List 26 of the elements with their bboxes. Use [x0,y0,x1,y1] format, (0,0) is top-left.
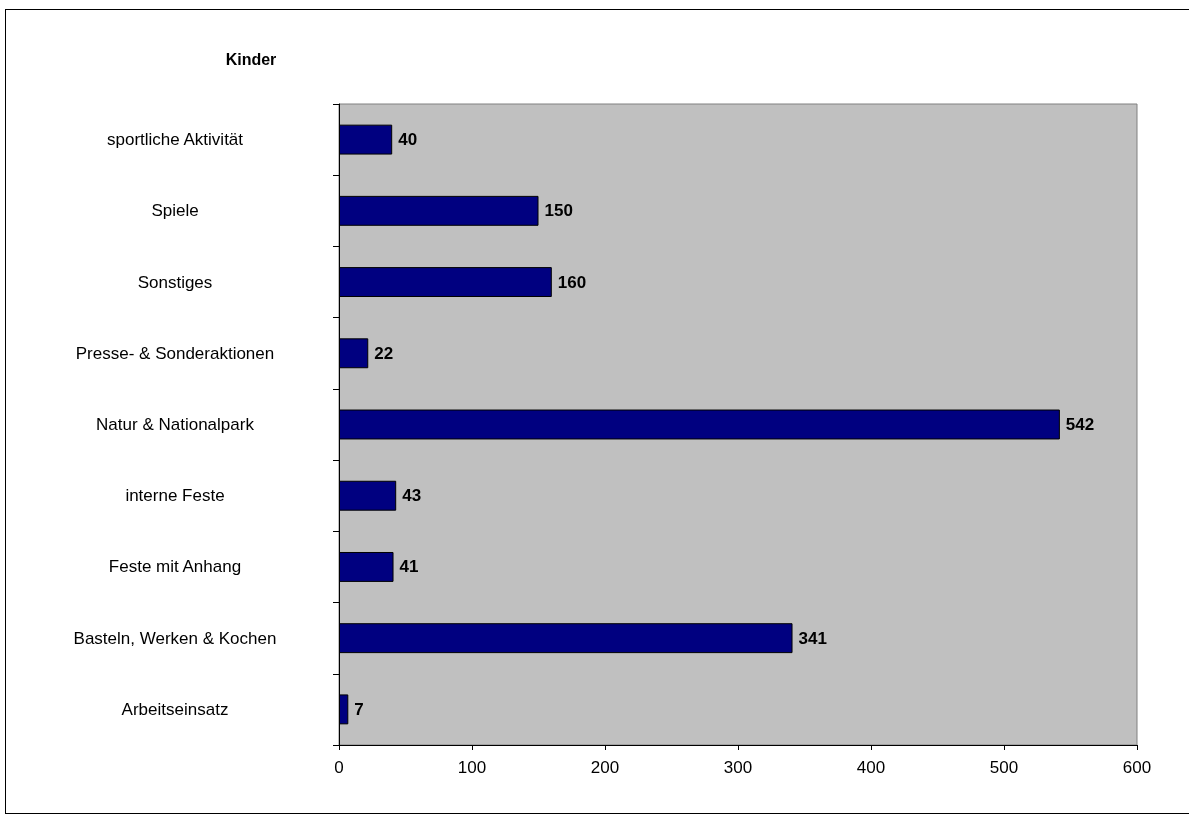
data-label: 160 [557,272,587,292]
data-label: 22 [374,343,394,363]
y-tick-label: Spiele [151,201,199,221]
data-label: 341 [798,628,827,648]
y-tick-label: Sonstiges [137,272,213,292]
x-tick-label: 400 [856,758,886,777]
y-tick-label: interne Feste [125,486,225,506]
data-label: 41 [399,557,419,577]
x-tick-label: 0 [334,758,344,777]
y-tick-label: Presse- & Sonderaktionen [75,343,275,363]
x-tick-label: 500 [989,758,1019,777]
data-label: 150 [544,201,573,221]
data-label: 7 [354,699,364,719]
y-tick-label: Feste mit Anhang [108,557,242,577]
y-tick-label: Arbeitseinsatz [121,699,229,719]
x-tick-label: 100 [457,758,487,777]
data-label: 43 [402,486,422,506]
y-tick-label: Natur & Nationalpark [96,415,255,434]
y-tick-label: sportliche Aktivität [106,130,244,150]
x-tick-label: 600 [1122,758,1152,777]
data-label: 40 [398,130,418,150]
chart-title: Kinder [225,50,277,68]
x-tick-label: 200 [590,758,620,777]
data-label: 542 [1065,415,1095,434]
y-tick-label: Basteln, Werken & Kochen [73,628,277,648]
x-tick-label: 300 [723,758,753,777]
